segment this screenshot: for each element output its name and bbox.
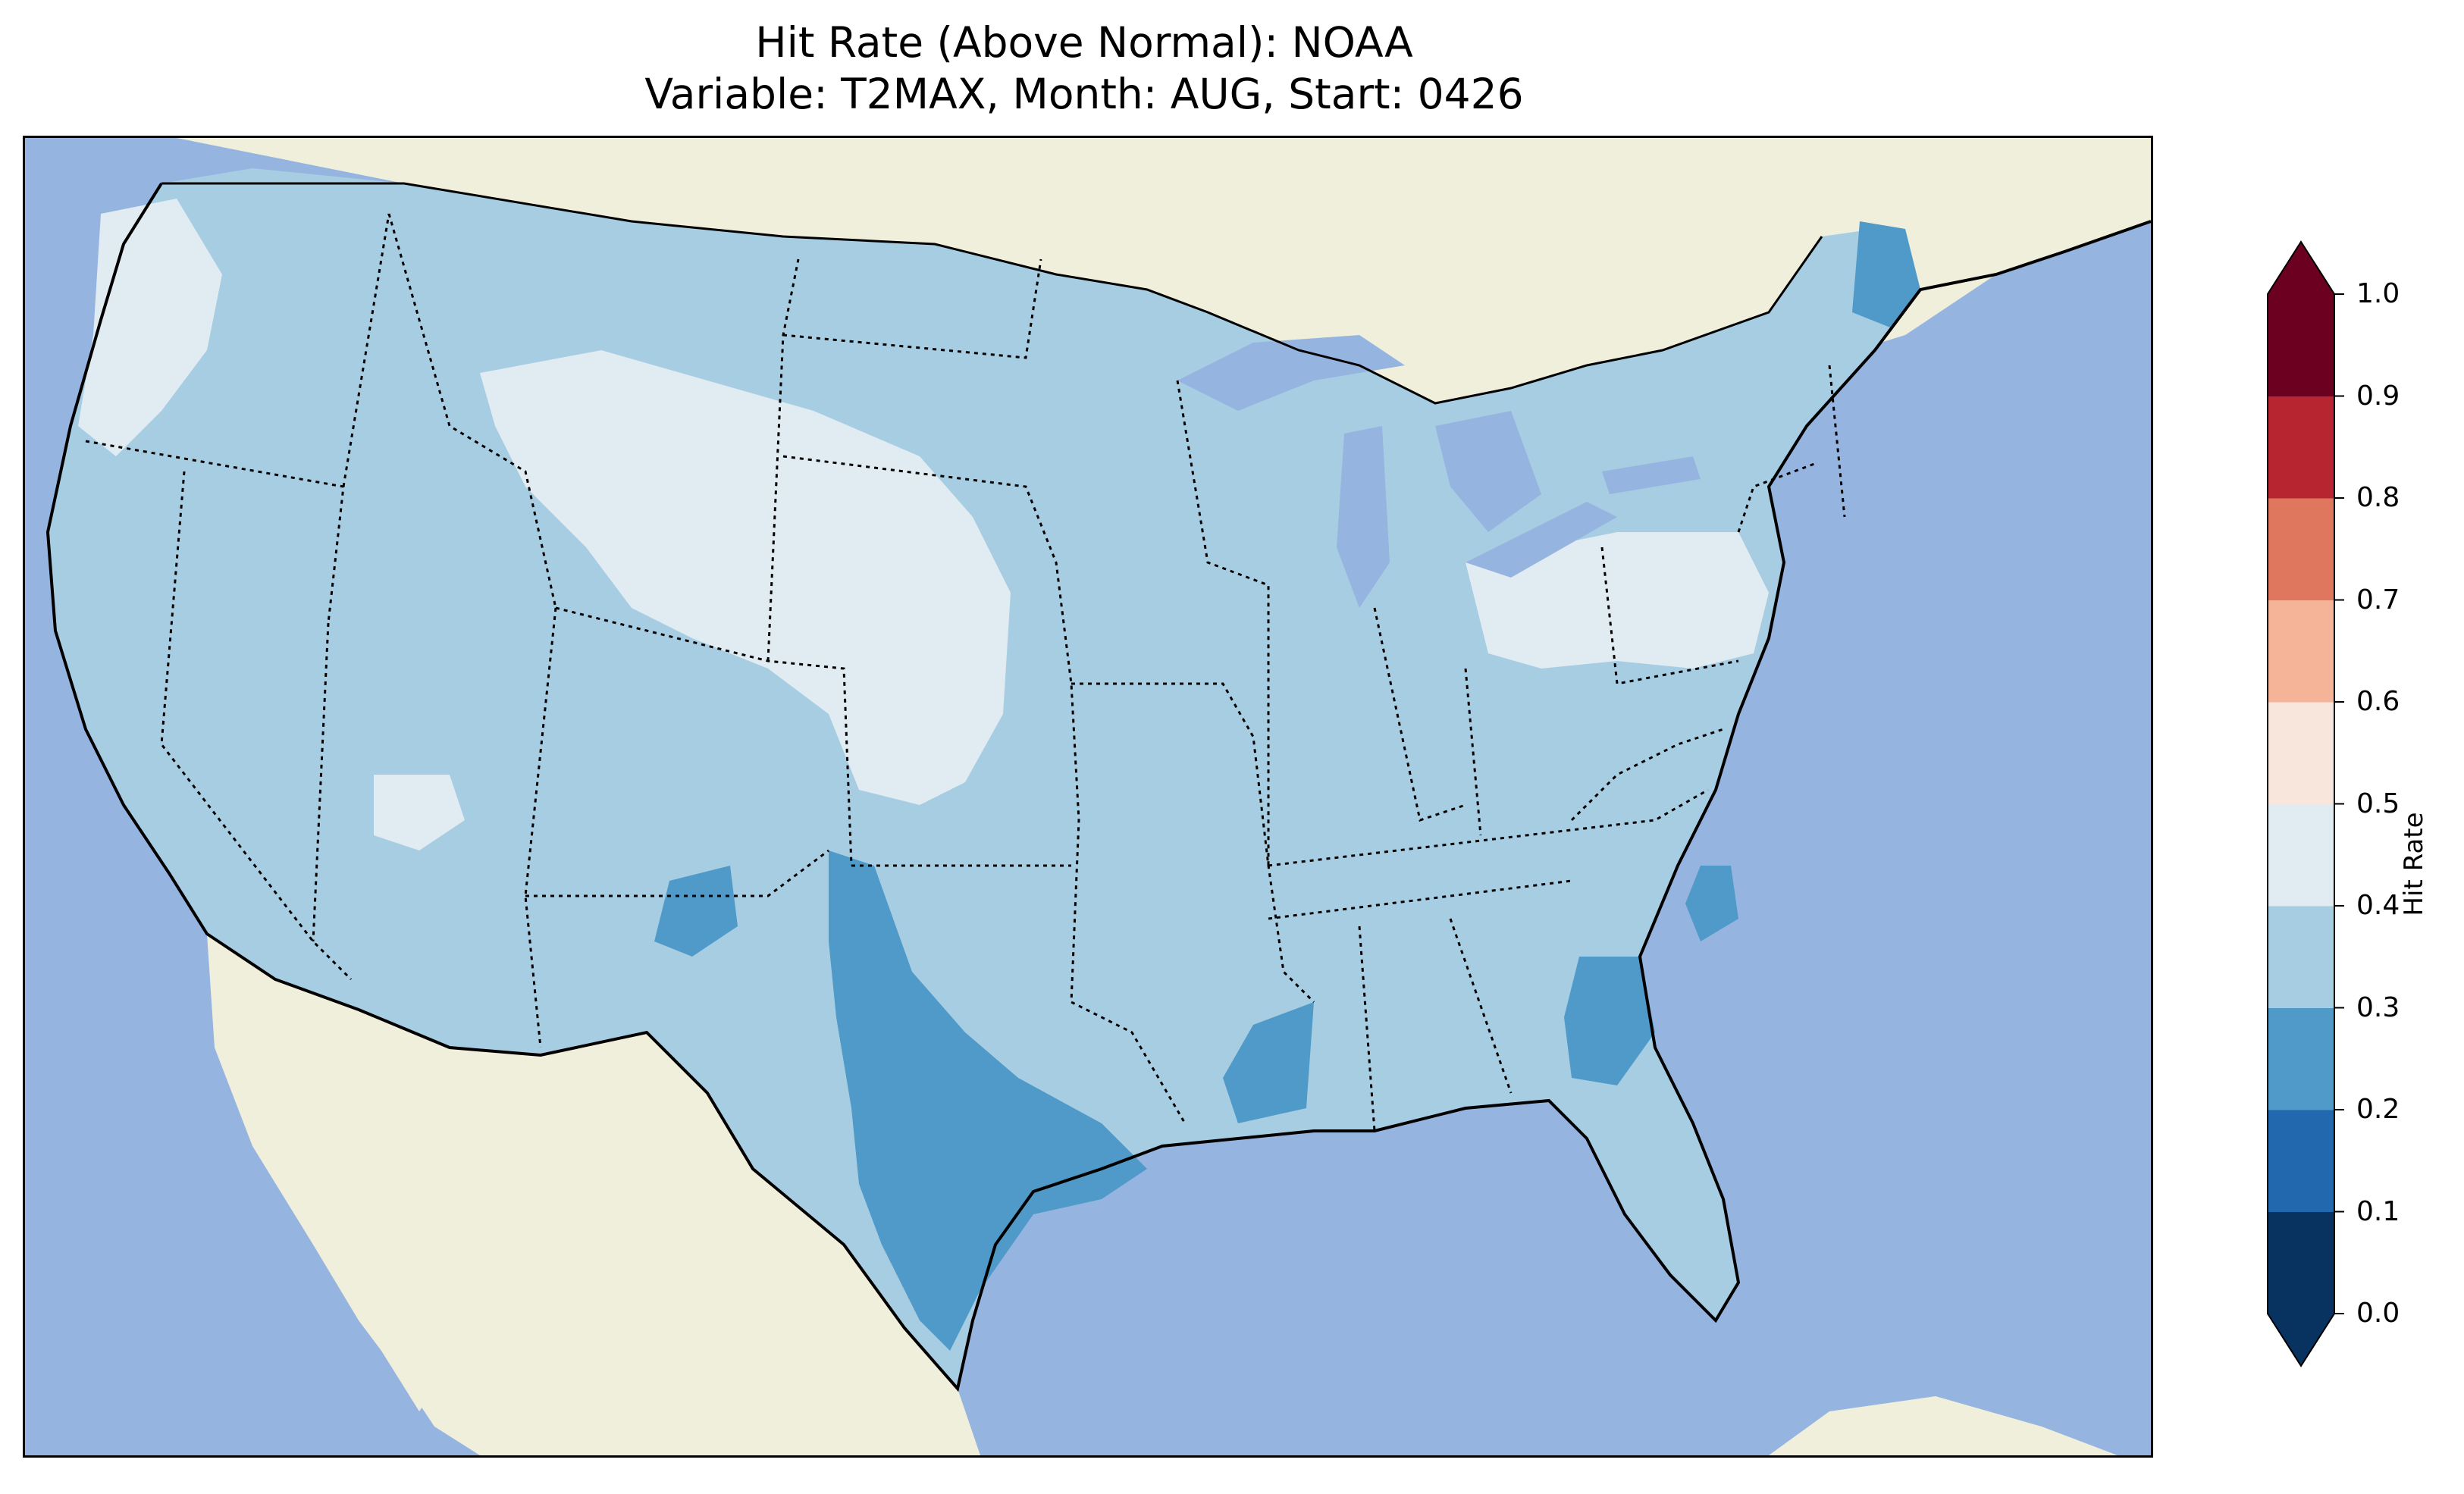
northwest-coast-high xyxy=(78,199,222,456)
title-line-1: Hit Rate (Above Normal): NOAA xyxy=(755,18,1413,67)
colorbar-label: Hit Rate xyxy=(2399,812,2429,916)
conus-map xyxy=(25,138,2151,1455)
colorbar-bin-2 xyxy=(2267,1007,2335,1110)
colorbar-tick-label: 0.7 xyxy=(2356,584,2400,615)
colorbar-tick-label: 1.0 xyxy=(2356,278,2400,309)
colorbar-bin-5 xyxy=(2267,702,2335,804)
colorbar-tick-label: 0.0 xyxy=(2356,1298,2400,1329)
colorbar-tick-label: 0.1 xyxy=(2356,1195,2400,1227)
colorbar-bin-7 xyxy=(2267,498,2335,600)
cuba-land xyxy=(1769,1396,2118,1455)
lake-michigan xyxy=(1337,426,1390,608)
map-panel xyxy=(23,136,2153,1458)
baja-peninsula xyxy=(215,972,434,1411)
colorbar-tick-label: 0.4 xyxy=(2356,890,2400,921)
chart-title: Hit Rate (Above Normal): NOAA Variable: … xyxy=(0,17,2168,120)
carolina-coast-low xyxy=(1685,866,1738,941)
lake-erie xyxy=(1466,502,1617,578)
colorbar xyxy=(2267,240,2344,1367)
colorbar-tick-label: 0.3 xyxy=(2356,991,2400,1023)
georgia-low xyxy=(1564,957,1655,1085)
arizona-high xyxy=(374,775,465,850)
colorbar-bin-0 xyxy=(2267,1211,2335,1314)
texas-low xyxy=(829,850,1147,1351)
wyoming-nebraska-high xyxy=(480,350,1011,805)
colorbar-extend-max xyxy=(2267,241,2335,294)
colorbar-bin-1 xyxy=(2267,1110,2335,1212)
colorbar-tick-label: 0.6 xyxy=(2356,686,2400,717)
coastline xyxy=(45,182,2151,1392)
lake-ontario xyxy=(1602,456,1701,494)
colorbar-tick-label: 0.9 xyxy=(2356,380,2400,412)
colorbar-bin-6 xyxy=(2267,600,2335,703)
colorbar-bin-8 xyxy=(2267,396,2335,499)
michigan-ny-high xyxy=(1466,532,1769,669)
colorbar-bin-4 xyxy=(2267,803,2335,907)
new-mexico-low xyxy=(654,866,738,957)
state-borders xyxy=(85,213,1846,1132)
colorbar-tick-label: 0.2 xyxy=(2356,1094,2400,1125)
colorbar-extend-min xyxy=(2267,1314,2335,1367)
title-line-2: Variable: T2MAX, Month: AUG, Start: 0426 xyxy=(644,70,1524,118)
colorbar-bin-3 xyxy=(2267,906,2335,1008)
canada-border xyxy=(161,182,1823,405)
lake-huron xyxy=(1435,411,1541,532)
colorbar-tick-label: 0.8 xyxy=(2356,482,2400,513)
lake-superior xyxy=(1177,335,1405,411)
maine-low xyxy=(1852,221,1920,327)
louisiana-low xyxy=(1223,1002,1314,1123)
colorbar-bin-9 xyxy=(2267,294,2335,396)
colorbar-tick-label: 0.5 xyxy=(2356,788,2400,819)
